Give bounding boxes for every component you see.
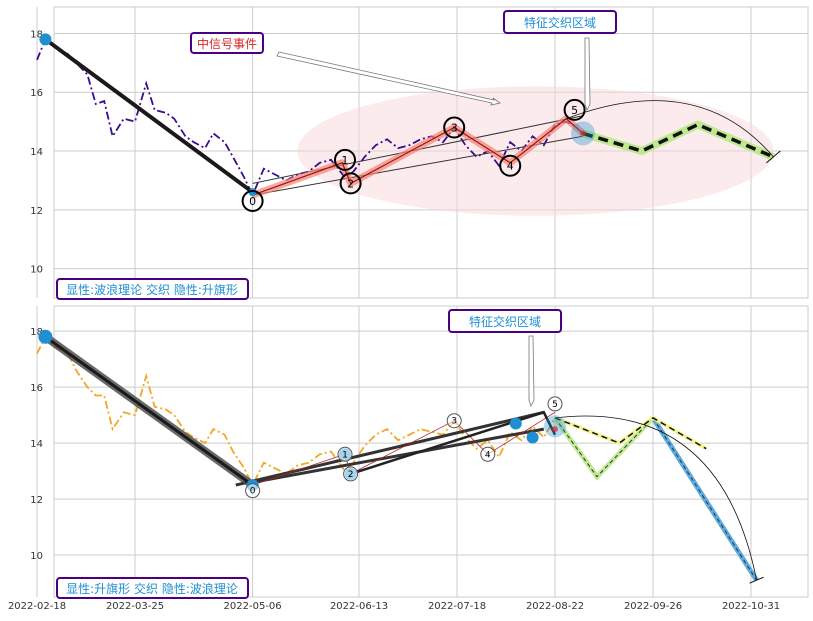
projection-alt-line	[554, 417, 707, 450]
top-event-label-box	[190, 32, 264, 54]
projection-line	[582, 122, 775, 159]
wave-point-5-label: 5	[571, 104, 578, 117]
x-tick-label: 2022-08-22	[526, 601, 584, 612]
wave-point-4-circle	[480, 446, 496, 462]
flag-channel-line-0	[235, 410, 545, 487]
wave-point-0-label: 0	[250, 487, 256, 497]
bottom-marks: 0 12 3 4 5	[36, 329, 764, 584]
pivot-marker-5	[526, 431, 539, 444]
y-tick-label: 16	[30, 88, 43, 99]
wave-point-5-label: 5	[552, 400, 558, 410]
zone-pointer	[528, 335, 535, 408]
wave-path-line	[252, 411, 556, 486]
x-tick-label: 2022-09-26	[624, 601, 682, 612]
x-axis: 2022-02-18 2022-03-25 2022-05-06 2022-06-13…	[8, 601, 780, 612]
wave-point-3-label: 3	[451, 417, 457, 427]
top-pattern-label: 显性:波浪理论 交织 隐性:升旗形	[66, 282, 238, 297]
x-tick-label: 2022-10-31	[722, 601, 780, 612]
wave-point-1-label: 1	[342, 450, 348, 460]
wave-point-1-circle	[337, 446, 353, 462]
event-arrow	[276, 51, 501, 106]
bottom-zone-label-box	[448, 309, 562, 333]
start-marker	[39, 33, 52, 46]
bottom-grid	[36, 306, 808, 597]
zone-center-dot	[580, 130, 586, 137]
bottom-panel: 10 12 14 16 18 0 12 3 4 5 特征交织区域 显性:升旗形 交织 隐性:波浪…	[30, 305, 809, 599]
pivot-marker-0	[38, 329, 53, 344]
wave-point-3-circle	[446, 413, 462, 429]
flag-inner-line	[350, 410, 557, 476]
top-pattern-label-box	[56, 278, 249, 300]
projection-line	[554, 417, 758, 581]
top-event-label: 中信号事件	[197, 36, 257, 51]
flag-channel-line-1	[252, 427, 545, 484]
wave-point-5-circle	[547, 396, 563, 412]
x-tick-label: 2022-02-18	[8, 601, 66, 612]
wave-point-2-circle	[343, 466, 359, 482]
wave-point-5-circle	[563, 98, 586, 121]
flag-pole-line	[44, 335, 254, 487]
top-labels: 特征交织区域 中信号事件 显性:波浪理论 交织 隐性:升旗形	[56, 10, 617, 300]
x-tick-label: 2022-03-25	[106, 601, 164, 612]
price-line	[36, 335, 556, 488]
x-tick-label: 2022-05-06	[224, 601, 282, 612]
x-tick-label: 2022-06-13	[330, 601, 388, 612]
bottom-y-axis: 10 12 14 16 18	[30, 327, 43, 562]
bottom-pattern-label-box	[56, 577, 249, 599]
wave-point-2-label: 2	[348, 470, 354, 480]
target-arc	[554, 415, 757, 581]
target-tick	[749, 576, 764, 584]
feature-zone-ellipse	[297, 86, 774, 216]
y-tick-label: 10	[30, 265, 43, 276]
y-tick-label: 14	[30, 147, 43, 158]
top-zone-label: 特征交织区域	[524, 15, 596, 30]
wave-point-4-circle	[499, 154, 522, 177]
wave-point-4-label: 4	[507, 160, 514, 173]
y-tick-label: 12	[30, 495, 43, 506]
wave-point-4-label: 4	[485, 450, 491, 460]
y-tick-label: 12	[30, 206, 43, 217]
top-marks: 0 1 2 3 4 5	[36, 33, 781, 212]
y-tick-label: 16	[30, 383, 43, 394]
wave-trend-line	[44, 37, 254, 194]
target-tick	[766, 150, 781, 164]
y-tick-label: 10	[30, 551, 43, 562]
bottom-pattern-label: 显性:升旗形 交织 隐性:波浪理论	[66, 581, 238, 596]
top-decorations	[297, 86, 774, 216]
bottom-labels: 特征交织区域 显性:升旗形 交织 隐性:波浪理论	[56, 309, 562, 599]
zone-pointer	[584, 37, 591, 112]
wave-point-3-circle	[443, 116, 466, 139]
bottom-plot-area	[53, 305, 809, 598]
wave-point-1-circle	[334, 148, 356, 171]
top-zone-label-box	[503, 10, 617, 34]
zone-center-dot	[552, 426, 558, 433]
wave-point-0-circle	[245, 483, 261, 499]
y-tick-label: 18	[30, 29, 43, 40]
bottom-zone-label: 特征交织区域	[469, 314, 541, 329]
wave-path-line	[252, 117, 584, 196]
y-tick-label: 14	[30, 439, 43, 450]
pivot-marker-4	[509, 417, 522, 430]
wave-point-3-label: 3	[451, 122, 458, 135]
target-arc	[566, 100, 774, 158]
x-tick-label: 2022-07-18	[428, 601, 486, 612]
wave-point-1-label: 1	[342, 154, 349, 167]
top-y-axis: 10 12 14 16 18	[30, 29, 43, 275]
wave-point-0-circle	[241, 190, 264, 212]
wave-point-2-label: 2	[347, 177, 354, 190]
wave-point-2-circle	[339, 172, 362, 195]
wave0-marker	[248, 188, 257, 197]
wave-point-0-label: 0	[249, 195, 256, 208]
top-grid	[36, 7, 808, 298]
y-tick-label: 18	[30, 327, 43, 338]
